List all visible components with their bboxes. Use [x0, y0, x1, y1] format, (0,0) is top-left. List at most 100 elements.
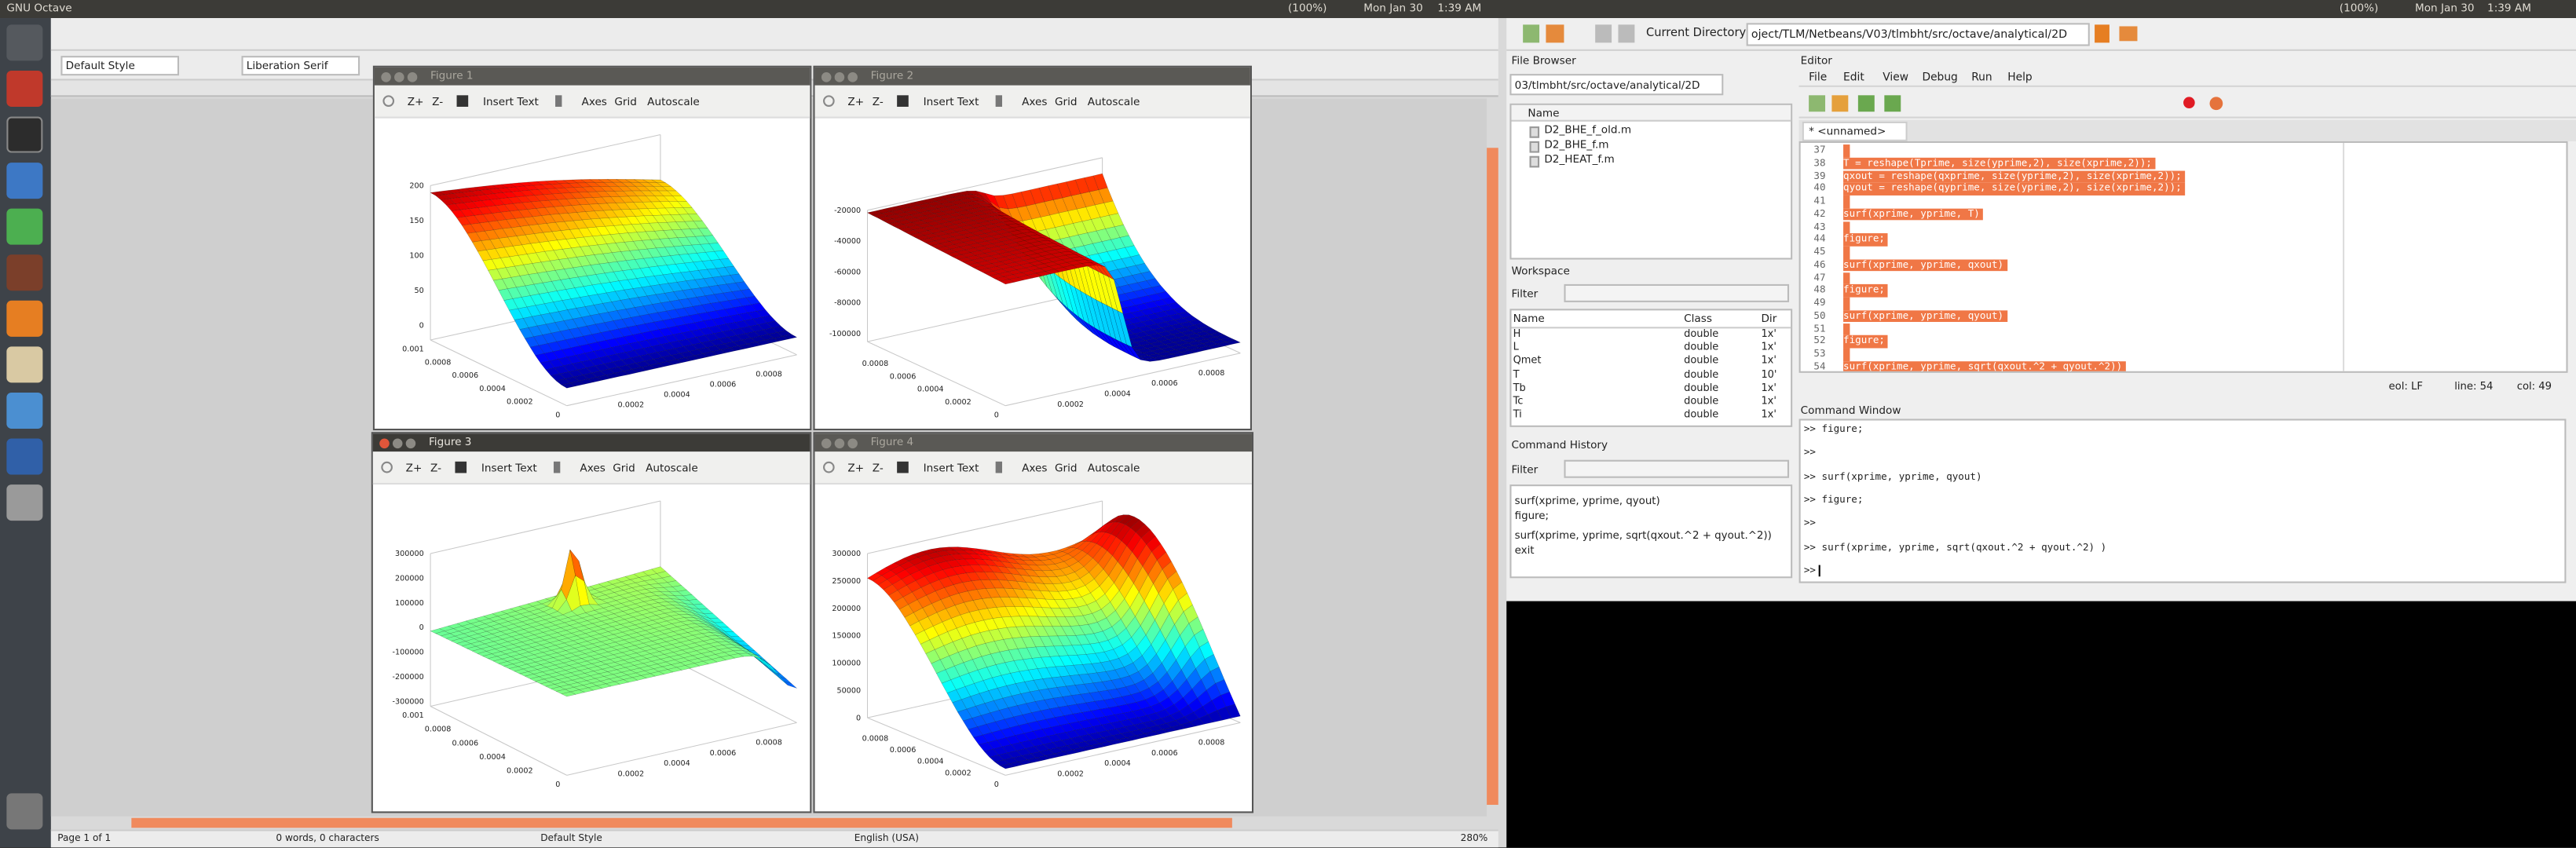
rotate-icon[interactable]	[823, 95, 835, 107]
file-name[interactable]: D2_BHE_f.m	[1544, 137, 1609, 152]
toolbar-button[interactable]: Grid	[613, 461, 635, 475]
toolbar-button[interactable]: Z+	[405, 461, 423, 475]
browse-directory[interactable]	[2119, 26, 2138, 42]
toolbar-button[interactable]: Grid	[614, 95, 637, 109]
window-button[interactable]	[847, 71, 858, 82]
select-icon[interactable]	[995, 461, 1003, 473]
pan-icon[interactable]	[456, 95, 469, 107]
toolbar-button[interactable]: Insert Text	[483, 95, 539, 109]
scrollbar[interactable]	[131, 817, 1232, 828]
pan-icon[interactable]	[897, 95, 909, 107]
window-button[interactable]	[392, 437, 403, 448]
column-header[interactable]: Class	[1684, 312, 1712, 326]
select-icon[interactable]	[555, 95, 562, 107]
current-directory[interactable]: oject/TLM/Netbeans/V03/tlmbht/src/octave…	[1746, 23, 2090, 46]
launcher-icon[interactable]	[6, 208, 43, 245]
file-name[interactable]: D2_BHE_f_old.m	[1544, 122, 1632, 137]
column-header[interactable]: Dir	[1761, 312, 1777, 326]
menu-item[interactable]: Help	[2007, 70, 2033, 84]
history-entry[interactable]: exit	[1514, 543, 1535, 557]
menu-item[interactable]: View	[1883, 70, 1908, 84]
toolbar-button[interactable]: Z-	[872, 461, 884, 475]
launcher-icon[interactable]	[6, 70, 43, 107]
toolbar-button[interactable]: Insert Text	[481, 461, 537, 475]
history-entry[interactable]: figure;	[1514, 508, 1550, 522]
toolbar-button[interactable]: Z-	[432, 95, 444, 109]
menu-item[interactable]: File	[1809, 70, 1828, 84]
toolbar-button[interactable]: Autoscale	[646, 461, 698, 475]
toolbar-icon[interactable]	[1857, 95, 1875, 112]
toolbar-icon[interactable]	[1884, 95, 1901, 112]
window-button[interactable]	[381, 71, 391, 82]
up-directory[interactable]	[2095, 24, 2109, 43]
window-button[interactable]	[834, 71, 845, 82]
file-name[interactable]: D2_HEAT_f.m	[1544, 152, 1615, 166]
history-entry[interactable]: surf(xprime, yprime, qyout)	[1514, 494, 1660, 508]
launcher-icon[interactable]	[6, 116, 43, 153]
launcher-icon[interactable]	[6, 254, 43, 291]
menu-item[interactable]: Edit	[1843, 70, 1864, 84]
toolbar-button[interactable]: Z+	[847, 95, 865, 109]
launcher-icon[interactable]	[6, 163, 43, 199]
command-output[interactable]: >> figure; >> >> surf(xprime, yprime, qyou…	[1798, 419, 2567, 583]
toolbar-icon[interactable]	[1523, 24, 1540, 43]
toolbar-button[interactable]: Insert Text	[923, 95, 979, 109]
toolbar-icon[interactable]	[2183, 97, 2195, 109]
window-button[interactable]	[834, 437, 845, 448]
toolbar-button[interactable]: Grid	[1054, 95, 1078, 109]
launcher-icon[interactable]	[6, 346, 43, 383]
column-header[interactable]: Name	[1513, 312, 1545, 326]
launcher-icon[interactable]	[6, 24, 43, 61]
rotate-icon[interactable]	[381, 461, 393, 473]
window-button[interactable]	[407, 71, 418, 82]
toolbar-button[interactable]: Grid	[1054, 461, 1078, 475]
column-header[interactable]: Name	[1511, 104, 1791, 122]
launcher-icon[interactable]	[6, 484, 43, 521]
toolbar-button[interactable]: Axes	[1022, 461, 1048, 475]
clock[interactable]: 1:39 AM	[2487, 2, 2531, 15]
window-button[interactable]	[394, 71, 404, 82]
history-entry[interactable]: surf(xprime, yprime, sqrt(qxout.^2 + qyo…	[1514, 528, 1772, 543]
toolbar-icon[interactable]	[1831, 95, 1849, 112]
toolbar-button[interactable]: Axes	[580, 461, 606, 475]
toolbar-button[interactable]: Z+	[847, 461, 865, 475]
window-button[interactable]	[821, 437, 832, 448]
scrollbar[interactable]	[1487, 148, 1498, 806]
file-browser-path[interactable]: 03/tlmbht/src/octave/analytical/2D	[1509, 74, 1724, 96]
toolbar-button[interactable]: Axes	[1022, 95, 1048, 109]
window-button[interactable]	[405, 437, 416, 448]
toolbar-button[interactable]: Autoscale	[1087, 461, 1140, 475]
select-icon[interactable]	[553, 461, 561, 473]
toolbar-button[interactable]: Axes	[581, 95, 607, 109]
toolbar-button[interactable]: Insert Text	[923, 461, 979, 475]
trash-icon[interactable]	[6, 793, 43, 830]
launcher-icon[interactable]	[6, 392, 43, 429]
launcher-icon[interactable]	[6, 438, 43, 475]
toolbar-button[interactable]: Autoscale	[647, 95, 700, 109]
window-button[interactable]	[821, 71, 832, 82]
window-button[interactable]	[847, 437, 858, 448]
menu-item[interactable]: Debug	[1922, 70, 1958, 84]
font-name[interactable]: Liberation Serif	[241, 56, 360, 76]
menu-item[interactable]: Run	[1971, 70, 1992, 84]
toolbar-icon[interactable]	[1618, 24, 1635, 43]
clock[interactable]: 1:39 AM	[1437, 2, 1482, 15]
select-icon[interactable]	[995, 95, 1003, 107]
pan-icon[interactable]	[897, 461, 909, 473]
window-button[interactable]	[379, 437, 390, 448]
toolbar-icon[interactable]	[1546, 24, 1564, 43]
filter-input[interactable]	[1564, 459, 1790, 478]
toolbar-button[interactable]: Z-	[430, 461, 442, 475]
pan-icon[interactable]	[455, 461, 467, 473]
toolbar-button[interactable]: Autoscale	[1087, 95, 1140, 109]
toolbar-icon[interactable]	[2209, 97, 2223, 111]
toolbar-button[interactable]: Z-	[872, 95, 884, 109]
toolbar-button[interactable]: Z+	[407, 95, 424, 109]
rotate-icon[interactable]	[382, 95, 395, 107]
editor-tab[interactable]: * <unnamed>	[1802, 121, 1908, 141]
rotate-icon[interactable]	[823, 461, 835, 473]
filter-input[interactable]	[1564, 283, 1790, 302]
toolbar-icon[interactable]	[1809, 95, 1826, 112]
toolbar-icon[interactable]	[1595, 24, 1612, 43]
paragraph-style[interactable]: Default Style	[60, 56, 180, 76]
